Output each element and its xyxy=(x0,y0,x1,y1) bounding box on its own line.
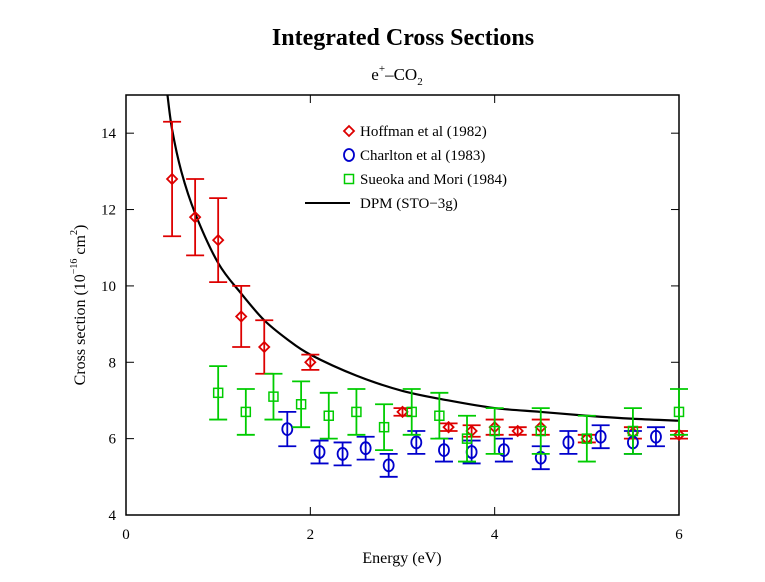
data-point-square xyxy=(323,410,335,421)
data-point-square xyxy=(461,433,473,444)
x-tick-label: 0 xyxy=(122,527,130,543)
data-point-circle xyxy=(562,435,575,450)
series-marks xyxy=(163,120,688,478)
data-point-circle xyxy=(594,429,607,444)
data-point-diamond xyxy=(165,172,179,186)
data-point-diamond xyxy=(234,310,248,323)
data-point-square xyxy=(295,399,307,410)
data-point-circle xyxy=(359,441,372,456)
data-point-circle xyxy=(438,443,450,457)
legend-marker-circle xyxy=(343,148,355,162)
data-point-circle xyxy=(336,447,349,461)
data-point-circle xyxy=(497,443,510,457)
data-point-diamond xyxy=(257,340,271,354)
data-point-diamond xyxy=(672,428,686,442)
legend-marker-square xyxy=(343,173,355,185)
data-point-diamond xyxy=(188,210,202,224)
legend-label: Charlton et al (1983) xyxy=(360,148,485,164)
x-tick-label: 4 xyxy=(491,527,499,543)
data-point-square xyxy=(673,406,685,418)
chart-subtitle: e+–CO2 xyxy=(371,63,422,88)
y-tick-label: 12 xyxy=(101,203,116,219)
data-point-circle xyxy=(281,422,294,436)
data-point-diamond xyxy=(511,424,524,438)
x-tick-label: 6 xyxy=(675,527,683,543)
y-tick-label: 6 xyxy=(109,432,117,448)
series-line-dpm xyxy=(166,94,680,422)
y-tick-label: 4 xyxy=(109,508,117,524)
series-curves xyxy=(166,94,680,422)
data-point-diamond xyxy=(304,355,317,369)
y-tick-label: 8 xyxy=(109,355,117,371)
data-point-square xyxy=(351,406,362,418)
legend: Hoffman et al (1982) Charlton et al (1983… xyxy=(305,124,507,212)
x-tick-label: 2 xyxy=(307,527,315,543)
data-point-square xyxy=(212,387,224,399)
data-point-diamond xyxy=(442,420,455,434)
y-tick-label: 14 xyxy=(101,126,117,142)
data-point-circle xyxy=(382,458,395,473)
plot-area: 0 2 4 6 4 6 8 10 12 14 xyxy=(101,94,688,543)
legend-label: Hoffman et al (1982) xyxy=(360,124,487,140)
y-axis-label: Cross section (10−16 cm2) xyxy=(69,225,89,386)
data-point-diamond xyxy=(396,405,409,419)
data-point-square xyxy=(434,410,445,421)
plot-frame xyxy=(125,94,680,516)
data-point-diamond xyxy=(211,233,225,247)
data-point-square xyxy=(378,421,390,433)
data-point-circle xyxy=(650,429,662,444)
y-tick-label: 10 xyxy=(101,279,116,295)
chart-title: Integrated Cross Sections xyxy=(272,25,534,51)
data-point-square xyxy=(268,391,279,402)
legend-label: Sueoka and Mori (1984) xyxy=(360,172,507,188)
data-point-square xyxy=(406,406,417,418)
axis-ticks: 0 2 4 6 4 6 8 10 12 14 xyxy=(101,95,683,543)
data-point-square xyxy=(535,425,546,437)
x-axis-label: Energy (eV) xyxy=(362,550,441,567)
legend-label: DPM (STO−3g) xyxy=(360,196,458,212)
data-point-square xyxy=(581,433,593,444)
data-point-circle xyxy=(410,435,423,450)
data-point-circle xyxy=(313,445,326,459)
legend-marker-diamond xyxy=(342,124,356,138)
data-point-square xyxy=(240,406,252,418)
data-point-square xyxy=(489,425,500,437)
data-point-square xyxy=(627,425,639,437)
